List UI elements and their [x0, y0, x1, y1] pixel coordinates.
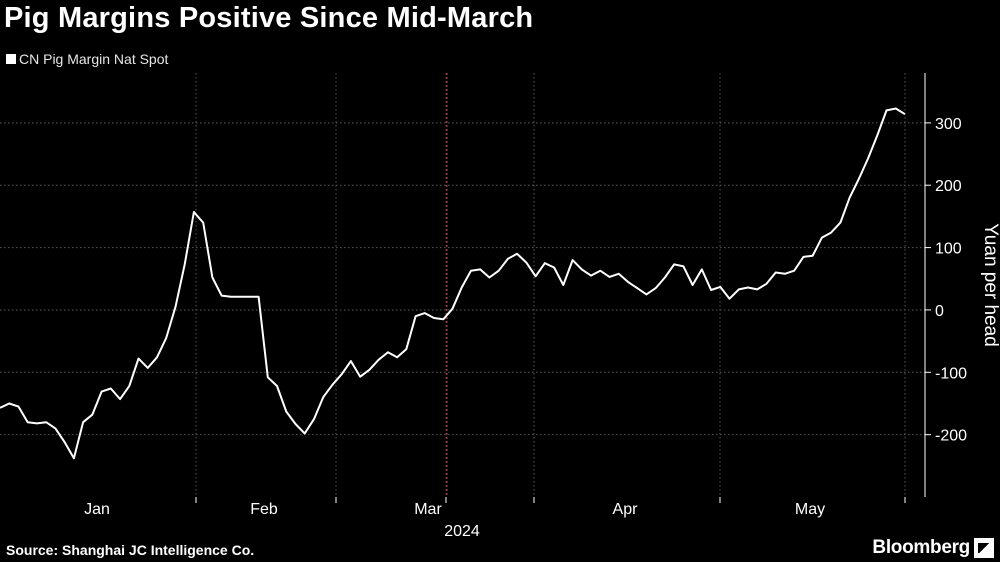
- y-tick-label: 200: [935, 178, 962, 195]
- series-line-pig-margin: [0, 107, 906, 460]
- month-gridlines: [195, 73, 906, 497]
- legend: CN Pig Margin Nat Spot: [6, 51, 168, 67]
- source-note: Source: Shanghai JC Intelligence Co.: [6, 542, 255, 558]
- y-tick-label: -200: [935, 428, 967, 445]
- x-axis: Jan Feb Mar Apr May: [84, 497, 906, 518]
- legend-swatch: [6, 54, 16, 64]
- x-tick-label: Apr: [613, 501, 639, 518]
- chart-title: Pig Margins Positive Since Mid-March: [4, 2, 534, 34]
- grid: [0, 122, 925, 436]
- x-axis-year-label: 2024: [444, 523, 480, 540]
- x-tick-label: Feb: [250, 501, 278, 518]
- brand-logo: Bloomberg: [872, 537, 994, 559]
- y-tick-label: 0: [935, 303, 944, 320]
- x-tick-label: Mar: [414, 501, 442, 518]
- y-axis-label: Yuan per head: [980, 223, 1000, 347]
- brand-name: Bloomberg: [872, 537, 970, 558]
- y-tick-label: 100: [935, 241, 962, 258]
- legend-label: CN Pig Margin Nat Spot: [19, 51, 169, 67]
- y-tick-label: -100: [935, 365, 967, 382]
- x-tick-label: May: [795, 501, 825, 518]
- y-axis: -200 -100 0 100 200 300: [924, 73, 967, 497]
- y-tick-label: 300: [935, 116, 962, 133]
- bloomberg-icon: [974, 538, 994, 558]
- x-tick-label: Jan: [84, 501, 110, 518]
